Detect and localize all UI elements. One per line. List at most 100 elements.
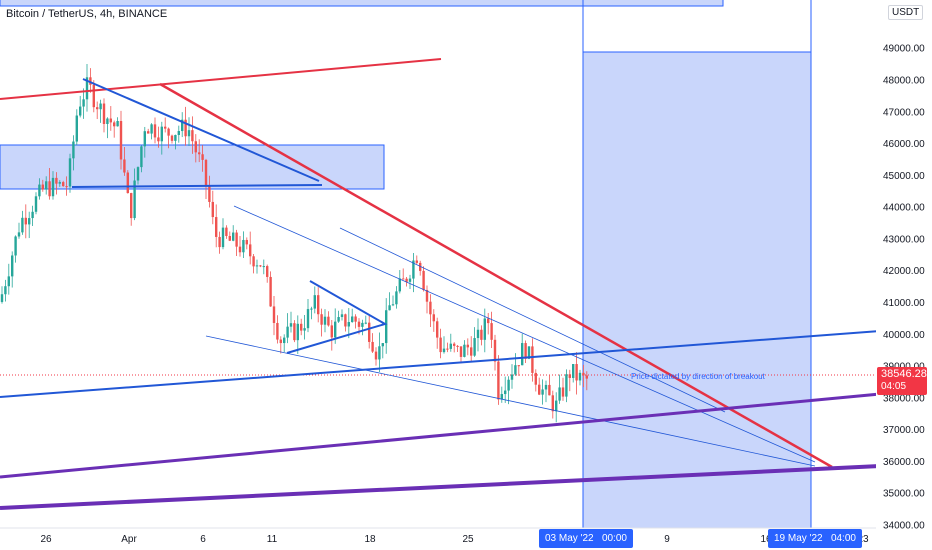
price-tick-label: 35000.00 [883, 489, 925, 500]
red-upper-trendline[interactable] [0, 58, 442, 100]
annotation-label[interactable]: Price dictated by direction of breakout [631, 372, 766, 381]
blue-support-trendline[interactable] [0, 330, 881, 398]
candle-body [453, 343, 456, 346]
candle-body [51, 177, 55, 197]
candle-body [208, 185, 211, 202]
time-tick-label: 26 [40, 534, 52, 545]
pennant-triangle[interactable] [286, 280, 388, 354]
candle-body [412, 260, 415, 279]
candle-body [85, 77, 89, 100]
candle-body [351, 316, 354, 323]
candle-body [310, 308, 313, 310]
candle-body [548, 384, 551, 396]
purple-trendline-lower[interactable] [0, 464, 881, 510]
candle-body [541, 389, 544, 395]
wedge-line-upper-1[interactable] [233, 205, 816, 463]
candle-body [303, 328, 306, 331]
candle-body [493, 339, 497, 362]
candle-body [551, 395, 554, 412]
red-descending-trendline[interactable] [159, 82, 833, 469]
candle-body [446, 348, 449, 350]
candle-body [568, 374, 571, 378]
blue-triangle-upper[interactable] [82, 78, 320, 182]
candle-body [300, 323, 303, 331]
candle-body [323, 316, 327, 325]
candle-body [347, 322, 350, 327]
candle-body [415, 260, 418, 263]
candle-body [279, 339, 282, 344]
price-tick-label: 49000.00 [883, 44, 925, 55]
candle-body [561, 387, 565, 397]
candle-body [160, 126, 163, 142]
candle-body [398, 278, 401, 292]
candle-body [262, 266, 265, 268]
currency-unit-badge[interactable]: USDT [888, 5, 924, 20]
date-range-end-badge: 19 May '22 04:00 [768, 529, 862, 548]
resistance-zone-top[interactable] [0, 0, 724, 7]
candle-body [340, 314, 344, 318]
candle-body [337, 317, 340, 322]
candle-body [385, 310, 388, 344]
candle-body [92, 84, 95, 108]
candle-body [259, 265, 262, 267]
candle-body [371, 341, 374, 352]
time-tick-label: 23 [857, 534, 869, 545]
time-tick-label: 11 [267, 534, 278, 545]
candle-body [174, 134, 177, 141]
candle-body [4, 286, 7, 295]
candle-body [531, 346, 534, 373]
date-range-start-badge: 03 May '22 00:00 [539, 529, 633, 548]
candle-body [153, 124, 157, 138]
candle-body [119, 121, 123, 160]
candle-body [354, 316, 357, 322]
candle-body [504, 390, 507, 395]
purple-trendline-upper[interactable] [0, 392, 881, 479]
candle-body [575, 364, 578, 381]
wedge-line-upper-2[interactable] [339, 227, 726, 413]
time-axis[interactable] [0, 528, 876, 550]
candle-body [429, 301, 432, 315]
candle-body [405, 278, 408, 282]
candle-body [242, 239, 245, 253]
time-tick-label: 25 [462, 534, 474, 545]
candle-body [395, 291, 398, 305]
candle-body [11, 255, 14, 277]
candle-body [232, 232, 235, 241]
candle-body [140, 146, 143, 168]
candle-body [221, 227, 225, 248]
candle-body [374, 351, 378, 360]
candle-body [68, 158, 72, 187]
candle-body [269, 276, 272, 307]
blue-triangle-base[interactable] [71, 184, 323, 188]
candle-body [31, 211, 34, 219]
candle-body [565, 374, 568, 397]
price-tick-label: 37000.00 [883, 425, 925, 436]
candle-body [215, 217, 218, 237]
candle-body [82, 99, 85, 107]
candle-body [558, 387, 561, 401]
candle-body [490, 323, 493, 340]
candle-body [473, 338, 476, 356]
candle-body [334, 321, 337, 338]
bar-countdown: 04:05 [881, 381, 907, 392]
candle-body [0, 294, 4, 302]
candle-body [102, 103, 106, 124]
candle-body [330, 325, 333, 338]
wedge-line-lower[interactable] [205, 335, 816, 467]
candle-body [24, 217, 27, 225]
candle-body [143, 131, 146, 147]
candle-body [357, 321, 361, 327]
candle-body [225, 227, 228, 237]
candle-body [361, 322, 364, 327]
candle-body [249, 244, 252, 257]
candle-body [456, 345, 459, 347]
candle-body [194, 141, 197, 153]
price-axis[interactable] [876, 0, 932, 528]
candle-body [14, 236, 17, 256]
candle-body [500, 394, 503, 400]
price-tick-label: 42000.00 [883, 266, 925, 277]
date-range-zone[interactable] [582, 51, 812, 529]
candle-body [510, 374, 514, 380]
candle-body [306, 309, 310, 329]
